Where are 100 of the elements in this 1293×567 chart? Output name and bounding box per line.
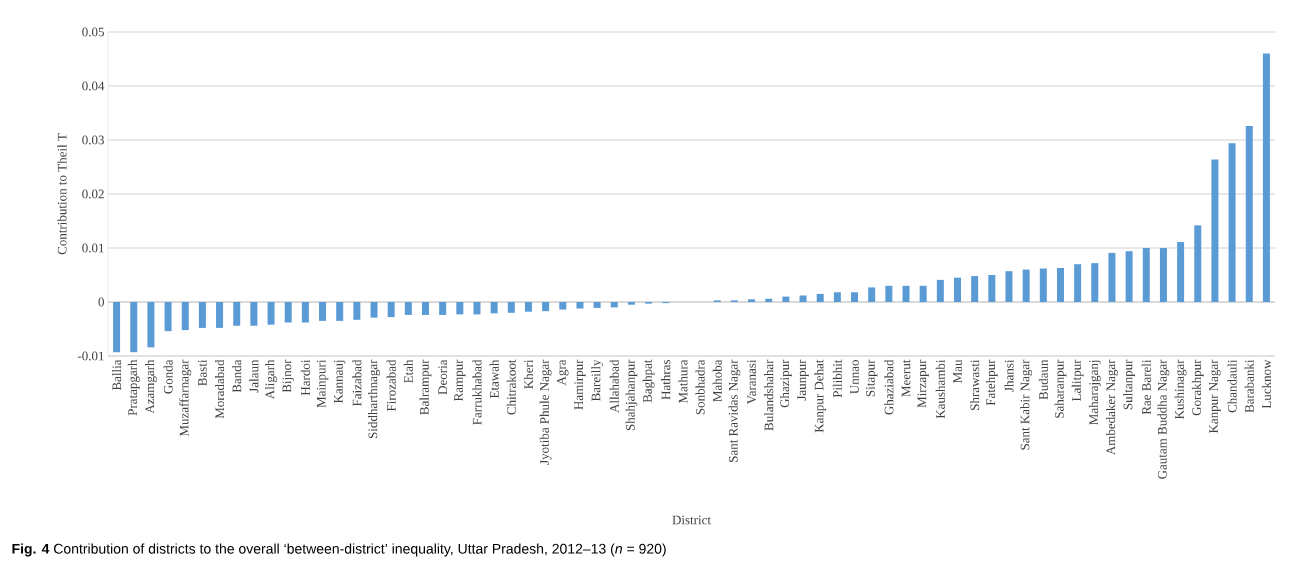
bar xyxy=(404,301,412,315)
x-tick-label: Allahabad xyxy=(609,359,619,413)
y-tick-label: 0.02 xyxy=(82,189,104,199)
bar xyxy=(1005,271,1013,302)
bar xyxy=(954,277,961,302)
x-tick-label: Gonda xyxy=(163,359,173,394)
text: Fig. 4 Contribution of districts to the overall ‘between-district’ inequality, Uttar Pradesh, 2012–13 (n = 920) xyxy=(12,543,666,557)
bar xyxy=(490,301,498,314)
y-axis-title: Contribution to Theil T xyxy=(57,133,67,255)
x-tick-label: Jhansi xyxy=(1004,359,1014,392)
x-tick-label: Kushinagar xyxy=(1174,359,1187,420)
y-tick-label: 0.04 xyxy=(82,81,105,91)
bar xyxy=(1056,267,1064,302)
x-tick-label: Ambedaker Nagar xyxy=(1106,359,1118,456)
x-tick-label: Mau xyxy=(953,359,962,383)
x-tick-label: Sant Kabir Nagar xyxy=(1020,359,1033,450)
x-tick-label: Mirzapur xyxy=(917,359,929,408)
bar xyxy=(319,301,327,321)
x-tick-label: Azamgarh xyxy=(145,359,157,414)
bar xyxy=(233,301,241,326)
bar xyxy=(799,295,807,302)
x-tick-label: Unnao xyxy=(850,360,859,394)
x-tick-label: Agra xyxy=(557,359,569,386)
bar xyxy=(301,301,309,323)
bar xyxy=(1177,242,1185,302)
x-tick-label: Budaun xyxy=(1038,359,1048,400)
x-tick-label: Sonbhadra xyxy=(695,359,705,415)
bar xyxy=(816,293,824,302)
bar xyxy=(765,298,773,302)
x-tick-label: Etah xyxy=(403,359,413,383)
x-tick-label: Ghaziabad xyxy=(884,359,894,415)
x-tick-label: Saharanpur xyxy=(1054,359,1067,418)
x-tick-label: Varanasi xyxy=(747,359,756,405)
bar xyxy=(181,301,189,331)
bar xyxy=(971,276,979,302)
x-tick-label: Rampur xyxy=(454,359,466,402)
x-tick-label: Kheri xyxy=(523,359,534,389)
x-tick-label: Basti xyxy=(198,359,207,386)
x-axis-title: District xyxy=(672,515,711,525)
y-tick-label: 0.03 xyxy=(82,135,104,145)
x-tick-label: Mahoba xyxy=(712,359,722,402)
bar xyxy=(988,274,996,302)
bar xyxy=(164,301,172,332)
x-tick-label: Pilibhit xyxy=(832,359,842,398)
x-tick-label: Siddharthnagar xyxy=(368,359,380,439)
y-tick-label: 0 xyxy=(98,297,104,307)
x-tick-label: Jaunpur xyxy=(797,359,809,401)
bar xyxy=(902,285,910,302)
x-tick-label: Aligarh xyxy=(265,359,277,400)
bar xyxy=(885,285,893,302)
bar xyxy=(919,285,927,302)
bar xyxy=(576,301,584,309)
bar xyxy=(851,292,859,302)
bar xyxy=(1245,125,1253,302)
x-tick-label: Gorakhpur xyxy=(1191,359,1204,416)
x-tick-label: Baghpat xyxy=(642,359,655,403)
x-tick-label: Sultanpur xyxy=(1123,359,1135,410)
x-tick-label: Ghazipur xyxy=(779,359,792,408)
bar xyxy=(1228,143,1236,302)
x-tick-label: Hardoi xyxy=(300,359,310,396)
y-tick-label: 0.05 xyxy=(82,27,104,37)
x-tick-label: Maharajganj xyxy=(1088,360,1101,425)
bar xyxy=(542,301,550,312)
x-tick-label: Kannauj xyxy=(334,360,346,404)
x-tick-label: Hamirpur xyxy=(574,359,586,410)
x-tick-label: Faizabad xyxy=(352,359,362,407)
bar xyxy=(610,301,618,308)
x-tick-label: Etawah xyxy=(489,359,499,399)
bar xyxy=(748,299,756,302)
x-tick-label: Bareilly xyxy=(591,359,604,402)
x-tick-label: Gautam Buddha Nagar xyxy=(1157,359,1170,479)
bar xyxy=(1091,263,1099,302)
x-tick-label: Chitrakoot xyxy=(506,359,516,415)
x-tick-label: Shahjahanpur xyxy=(625,359,638,431)
bar xyxy=(782,296,790,302)
x-tick-label: Kanpur Dehat xyxy=(814,359,827,433)
bar xyxy=(353,301,361,320)
x-tick-label: Pratapgarh xyxy=(127,359,140,416)
x-tick-label: Ballia xyxy=(112,359,122,391)
bar xyxy=(1142,247,1150,302)
bar xyxy=(833,292,841,302)
bar xyxy=(1108,252,1116,302)
bar xyxy=(267,301,275,325)
bar xyxy=(284,301,292,323)
bar xyxy=(439,301,447,315)
bar xyxy=(936,279,944,302)
x-tick-label: Kaushambi xyxy=(935,359,945,419)
bar xyxy=(473,301,481,315)
x-tick-label: Firozabad xyxy=(386,359,396,412)
x-tick-label: Shrawasti xyxy=(970,359,980,410)
bar xyxy=(113,301,121,353)
bar xyxy=(216,301,224,328)
bar xyxy=(370,301,378,318)
x-tick-label: Deoria xyxy=(438,359,448,395)
x-tick-label: Bulandshahar xyxy=(764,359,774,431)
x-tick-label: Fatehpur xyxy=(985,359,998,406)
bar xyxy=(524,301,532,312)
x-tick-label: Bijnor xyxy=(282,359,294,393)
x-tick-label: Hathras xyxy=(661,359,671,400)
bar xyxy=(868,287,876,302)
